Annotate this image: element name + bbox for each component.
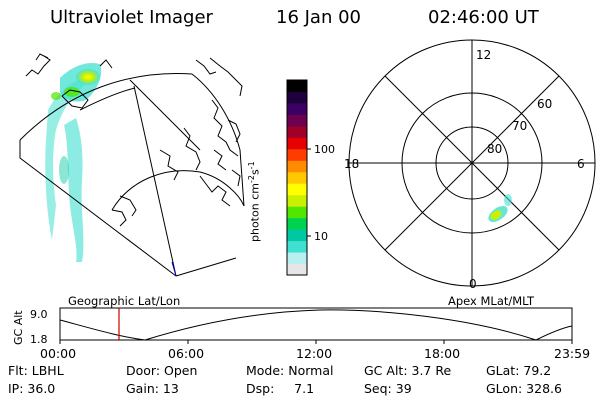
geo-panel-caption: Geographic Lat/Lon xyxy=(68,294,180,308)
altitude-plot xyxy=(59,307,573,344)
altitude-xtick-1800: 18:00 xyxy=(424,346,461,361)
info-seq: Seq: 39 xyxy=(364,381,412,396)
info-gain: Gain: 13 xyxy=(126,381,179,396)
info-glat: GLat: 79.2 xyxy=(486,363,552,378)
colorbar-stripe xyxy=(287,171,307,184)
image-date: 16 Jan 00 xyxy=(276,7,361,28)
info-flt: Flt: LBHL xyxy=(8,363,64,378)
mlat-label-60: 60 xyxy=(537,97,552,111)
altitude-xtick-1200: 12:00 xyxy=(296,346,333,361)
mlt-label-6: 6 xyxy=(577,157,585,171)
info-mode: Mode: Normal xyxy=(246,363,334,378)
colorbar-stripe xyxy=(287,114,307,127)
colorbar xyxy=(287,80,307,276)
colorbar-stripe xyxy=(287,183,307,196)
mlat-label-70: 70 xyxy=(512,119,527,133)
geographic-map xyxy=(19,53,245,277)
altitude-xtick-0600: 06:00 xyxy=(168,346,205,361)
polar-diagonal-2 xyxy=(384,75,560,251)
colorbar-stripe xyxy=(287,240,307,253)
aurora-emission xyxy=(45,62,102,262)
mlt-label-12: 12 xyxy=(476,48,491,62)
altitude-curve xyxy=(59,309,573,341)
altitude-ytick-1-8: 1.8 xyxy=(30,333,48,346)
colorbar-stripe xyxy=(287,229,307,242)
mlat-label-80: 80 xyxy=(487,142,502,156)
colorbar-stripe xyxy=(287,194,307,207)
mlt-label-0: 0 xyxy=(469,277,477,291)
altitude-xtick-2359: 23:59 xyxy=(554,346,591,361)
colorbar-stripe xyxy=(287,125,307,138)
altitude-plot-frame xyxy=(59,307,573,341)
info-dsp: Dsp: 7.1 xyxy=(246,381,315,396)
info-ip: IP: 36.0 xyxy=(8,381,56,396)
colorbar-units-label: photon cm-2s-1 xyxy=(247,161,262,242)
info-gc-alt: GC Alt: 3.7 Re xyxy=(364,363,452,378)
colorbar-stripe xyxy=(287,217,307,230)
colorbar-stripe xyxy=(287,102,307,115)
image-time: 02:46:00 UT xyxy=(428,7,539,28)
colorbar-stripe xyxy=(287,148,307,161)
coastlines xyxy=(25,53,243,227)
colorbar-stripe xyxy=(287,252,307,265)
colorbar-stripe xyxy=(287,206,307,219)
colorbar-stripe xyxy=(287,91,307,104)
info-door: Door: Open xyxy=(126,363,198,378)
altitude-ytick-9: 9.0 xyxy=(30,308,48,321)
colorbar-stripe xyxy=(287,80,307,92)
colorbar-tick-label-10: 10 xyxy=(314,230,328,243)
sub-satellite-track xyxy=(171,261,177,277)
colorbar-tick-label-100: 100 xyxy=(314,143,335,156)
info-glon: GLon: 328.6 xyxy=(486,381,562,396)
mlt-label-18: 18 xyxy=(344,157,359,171)
polar-map xyxy=(348,39,596,287)
colorbar-stripe xyxy=(287,263,307,276)
altitude-xtick-0000: 00:00 xyxy=(40,346,77,361)
polar-aurora xyxy=(488,194,512,222)
colorbar-stripe xyxy=(287,160,307,173)
instrument-title: Ultraviolet Imager xyxy=(50,7,213,28)
colorbar-frame xyxy=(286,79,308,276)
colorbar-stripe xyxy=(287,137,307,150)
graticule xyxy=(19,73,245,277)
altitude-ylabel: GC Alt xyxy=(12,310,25,345)
polar-panel-caption: Apex MLat/MLT xyxy=(448,294,535,308)
